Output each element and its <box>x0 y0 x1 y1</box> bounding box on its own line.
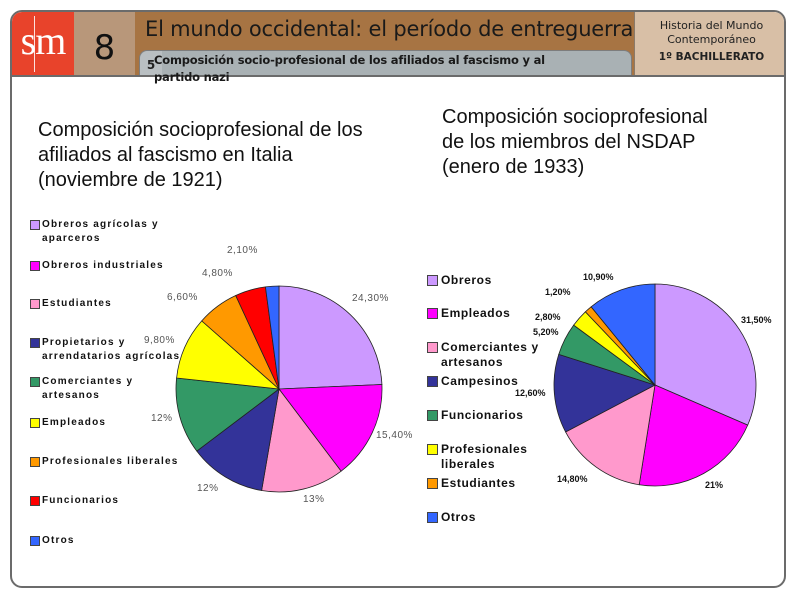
course-line2: Contemporáneo <box>667 33 756 46</box>
legend-label: Propietarios y arrendatarios agrícolas <box>42 337 181 362</box>
legend-swatch <box>30 377 40 387</box>
legend-swatch <box>427 275 438 286</box>
legend-swatch <box>427 308 438 319</box>
pie-slice <box>265 285 280 390</box>
course-level: 1º BACHILLERATO <box>658 51 765 63</box>
legend-swatch <box>30 418 40 428</box>
legend-label: Funcionarios <box>42 495 120 506</box>
pie-data-label: 21% <box>705 480 724 490</box>
legend-swatch <box>427 444 438 455</box>
pie-data-label: 12% <box>197 483 219 494</box>
page-title: El mundo occidental: el período de entre… <box>145 17 644 41</box>
legend-swatch <box>30 457 40 467</box>
pie-slice <box>553 353 657 433</box>
legend-swatch <box>427 342 438 353</box>
pie-slice <box>278 384 383 472</box>
sm-logo: sm <box>12 12 74 75</box>
legend-swatch <box>427 410 438 421</box>
italy-title-line: Composición socioprofesional de los <box>38 119 363 141</box>
legend-swatch <box>30 496 40 506</box>
pie-data-label: 12% <box>151 413 173 424</box>
nsdap-title-line: de los miembros del NSDAP <box>442 131 696 153</box>
pie-data-label: 13% <box>303 494 325 505</box>
course-box: Historia del Mundo Contemporáneo 1º BACH… <box>634 12 784 75</box>
legend-swatch <box>30 261 40 271</box>
legend-swatch <box>30 338 40 348</box>
legend-label: Profesionales liberales <box>441 442 528 471</box>
italy-title-line: afiliados al fascismo en Italia <box>38 144 293 166</box>
legend-label: Empleados <box>42 417 107 428</box>
pie-data-label: 9,80% <box>144 335 175 346</box>
legend-label: Funcionarios <box>441 408 524 422</box>
pie-data-label: 12,60% <box>515 388 546 398</box>
pie-data-label: 31,50% <box>741 315 772 325</box>
title-bar: El mundo occidental: el período de entre… <box>135 12 644 77</box>
pie-slice <box>638 384 749 487</box>
pie-slice <box>278 285 383 390</box>
legend-label: Otros <box>42 535 75 546</box>
legend-label: Otros <box>441 510 477 524</box>
pie-slice <box>175 377 281 452</box>
pie-slice <box>261 388 342 493</box>
pie-data-label: 4,80% <box>202 268 233 279</box>
section-number: 5 <box>140 51 162 77</box>
nsdap-title-line: Composición socioprofesional <box>442 106 708 128</box>
course-line1: Historia del Mundo <box>659 19 764 32</box>
pie-data-label: 2,10% <box>227 245 258 256</box>
legend-swatch <box>427 376 438 387</box>
unit-number: 8 <box>74 12 135 75</box>
pie-data-label: 2,80% <box>535 312 561 322</box>
legend-swatch <box>30 220 40 230</box>
legend-label: Obreros agrícolas y aparceros <box>42 219 159 244</box>
logo-text: sm <box>20 18 67 63</box>
legend-swatch <box>30 299 40 309</box>
legend-label: Estudiantes <box>42 298 112 309</box>
pie-data-label: 14,80% <box>557 474 588 484</box>
pie-slice <box>196 388 280 491</box>
nsdap-title-line: (enero de 1933) <box>442 156 585 178</box>
pie-slice <box>565 384 656 486</box>
nsdap-chart-title: Composición socioprofesional de los miem… <box>442 105 708 180</box>
pie-data-label: 5,20% <box>533 327 559 337</box>
legend-label: Estudiantes <box>441 476 516 490</box>
legend-label: Empleados <box>441 306 511 320</box>
pie-data-label: 24,30% <box>352 293 389 304</box>
pie-slice <box>590 283 656 387</box>
legend-label: Profesionales liberales <box>42 456 179 467</box>
legend-label: Obreros <box>441 273 492 287</box>
pie-data-label: 15,40% <box>376 430 413 441</box>
legend-label: Campesinos <box>441 374 519 388</box>
section-bar: 5 <box>139 50 632 77</box>
legend-label: Comerciantes y artesanos <box>441 340 539 369</box>
pie-data-label: 1,20% <box>545 287 571 297</box>
legend-swatch <box>427 478 438 489</box>
italy-chart-title: Composición socioprofesional de los afil… <box>38 118 363 193</box>
legend-swatch <box>30 536 40 546</box>
pie-data-label: 6,60% <box>167 292 198 303</box>
legend-swatch <box>427 512 438 523</box>
pie-data-label: 10,90% <box>583 272 614 282</box>
legend-label: Comerciantes y artesanos <box>42 376 134 401</box>
header-divider <box>12 75 784 77</box>
section-title: Composición socio-profesional de los afi… <box>154 53 545 84</box>
legend-label: Obreros industriales <box>42 260 164 271</box>
pie-slice <box>654 283 757 426</box>
italy-title-line: (noviembre de 1921) <box>38 169 223 191</box>
logo-divider <box>34 16 35 72</box>
